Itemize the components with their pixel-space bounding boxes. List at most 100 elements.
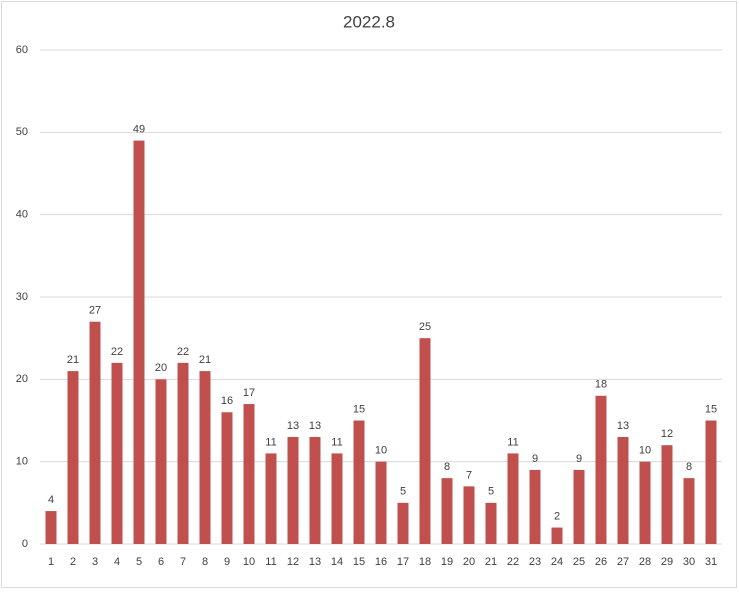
- x-tick-label: 24: [551, 556, 563, 568]
- y-tick-label: 20: [16, 373, 28, 385]
- x-tick-label: 12: [287, 556, 299, 568]
- y-tick-label: 60: [16, 44, 28, 56]
- x-tick-label: 23: [529, 556, 541, 568]
- y-tick-label: 40: [16, 209, 28, 221]
- data-label: 11: [507, 436, 518, 448]
- x-tick-label: 11: [265, 556, 276, 568]
- bar: [683, 478, 695, 544]
- bar: [331, 453, 343, 544]
- x-tick-label: 6: [158, 556, 164, 568]
- data-label: 17: [243, 387, 255, 399]
- bar: [573, 469, 585, 544]
- x-tick-label: 21: [485, 556, 497, 568]
- data-label: 21: [199, 354, 211, 366]
- bar: [639, 461, 651, 544]
- x-tick-label: 17: [397, 556, 409, 568]
- data-label: 25: [419, 321, 431, 333]
- y-tick-label: 50: [16, 126, 28, 138]
- bar: [375, 461, 387, 544]
- data-label: 49: [133, 123, 145, 135]
- data-label: 7: [466, 469, 472, 481]
- data-label: 13: [309, 420, 321, 432]
- bar: [551, 527, 563, 544]
- bar: [463, 486, 475, 544]
- bar: [199, 371, 211, 544]
- chart-title: 2022.8: [343, 12, 395, 31]
- bar: [177, 362, 189, 544]
- x-tick-label: 19: [441, 556, 453, 568]
- x-tick-label: 25: [573, 556, 585, 568]
- x-tick-label: 27: [617, 556, 629, 568]
- bar: [221, 412, 233, 544]
- data-label: 22: [177, 346, 189, 358]
- bar: [529, 469, 541, 544]
- x-tick-label: 9: [224, 556, 230, 568]
- x-tick-label: 5: [136, 556, 142, 568]
- data-label: 9: [576, 453, 582, 465]
- x-tick-label: 18: [419, 556, 431, 568]
- x-tick-label: 14: [331, 556, 343, 568]
- x-tick-label: 16: [375, 556, 387, 568]
- y-tick-label: 10: [16, 456, 28, 468]
- x-tick-label: 30: [683, 556, 695, 568]
- x-tick-label: 3: [92, 556, 98, 568]
- x-tick-label: 2: [70, 556, 76, 568]
- x-tick-label: 8: [202, 556, 208, 568]
- data-label: 15: [353, 403, 365, 415]
- data-label: 18: [595, 379, 607, 391]
- x-tick-label: 4: [114, 556, 120, 568]
- data-label: 5: [488, 486, 494, 498]
- data-label: 8: [444, 461, 450, 473]
- x-tick-label: 20: [463, 556, 475, 568]
- bar: [485, 502, 497, 544]
- bar: [243, 404, 255, 544]
- bar: [287, 436, 299, 544]
- x-tick-label: 13: [309, 556, 321, 568]
- data-label: 13: [287, 420, 299, 432]
- data-label: 20: [155, 362, 167, 374]
- bar: [155, 379, 167, 544]
- data-label: 21: [67, 354, 79, 366]
- x-tick-label: 31: [705, 556, 717, 568]
- data-label: 2: [554, 510, 560, 522]
- data-label: 27: [89, 305, 101, 317]
- x-tick-label: 22: [507, 556, 519, 568]
- bar: [661, 445, 673, 544]
- x-tick-label: 15: [353, 556, 365, 568]
- bar: [89, 321, 101, 544]
- bar: [595, 395, 607, 544]
- data-label: 9: [532, 453, 538, 465]
- bar: [309, 436, 321, 544]
- data-label: 10: [639, 445, 651, 457]
- bar: [45, 511, 57, 544]
- bar: [67, 371, 79, 544]
- y-tick-label: 0: [22, 538, 28, 550]
- bar: [111, 362, 123, 544]
- x-tick-label: 1: [48, 556, 54, 568]
- bar: [507, 453, 519, 544]
- data-label: 10: [375, 445, 387, 457]
- bar: [265, 453, 277, 544]
- bar: [419, 338, 431, 544]
- x-tick-label: 28: [639, 556, 651, 568]
- bar: [441, 478, 453, 544]
- bar: [353, 420, 365, 544]
- data-label: 8: [686, 461, 692, 473]
- data-label: 15: [705, 403, 717, 415]
- data-label: 13: [617, 420, 629, 432]
- data-label: 12: [661, 428, 673, 440]
- data-label: 16: [221, 395, 233, 407]
- bar: [397, 502, 409, 544]
- bar: [617, 436, 629, 544]
- data-label: 4: [48, 494, 54, 506]
- x-tick-label: 10: [243, 556, 255, 568]
- x-tick-label: 26: [595, 556, 607, 568]
- data-label: 11: [331, 436, 342, 448]
- y-tick-label: 30: [16, 291, 28, 303]
- data-label: 5: [400, 486, 406, 498]
- bar: [133, 140, 145, 545]
- data-label: 22: [111, 346, 123, 358]
- x-tick-label: 7: [180, 556, 186, 568]
